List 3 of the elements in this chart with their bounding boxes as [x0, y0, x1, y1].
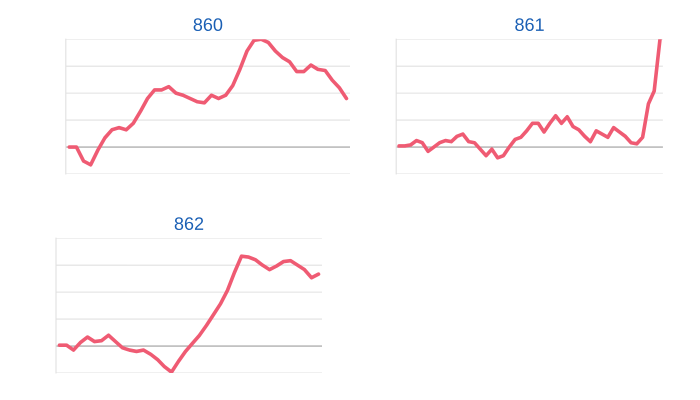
chart-title: 861 [515, 18, 544, 32]
chart-title: 860 [194, 18, 222, 32]
chart-title: 862 [174, 217, 204, 230]
